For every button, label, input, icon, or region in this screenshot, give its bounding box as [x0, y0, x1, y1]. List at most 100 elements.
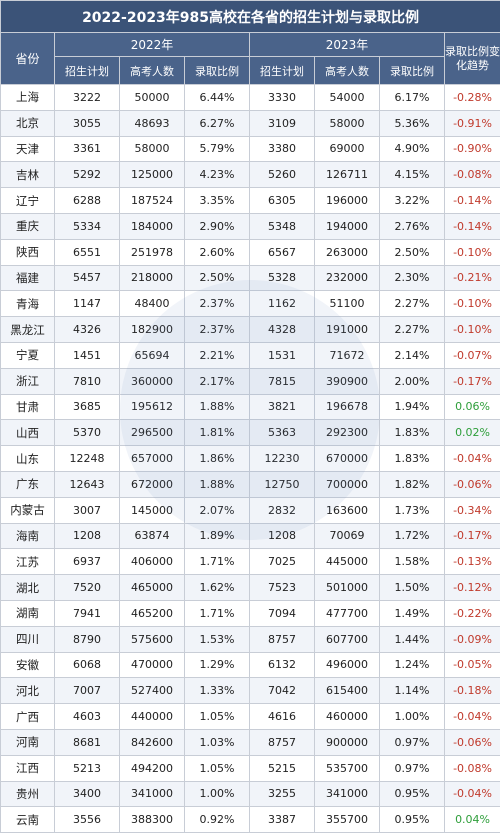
ratio-2022-cell: 2.17% — [185, 368, 250, 394]
ratio-2023-cell: 1.72% — [380, 523, 445, 549]
ratio-2022-cell: 1.86% — [185, 446, 250, 472]
trend-cell: -0.91% — [445, 110, 500, 136]
candidates-2022-cell: 251978 — [120, 239, 185, 265]
plan-2023-cell: 3255 — [250, 781, 315, 807]
candidates-2023-cell: 496000 — [315, 652, 380, 678]
plan-2023-cell: 6567 — [250, 239, 315, 265]
trend-cell: -0.14% — [445, 213, 500, 239]
province-cell: 宁夏 — [1, 342, 55, 368]
plan-2023-cell: 7815 — [250, 368, 315, 394]
trend-cell: -0.08% — [445, 755, 500, 781]
plan-2022-cell: 3685 — [55, 394, 120, 420]
ratio-2022-cell: 4.23% — [185, 162, 250, 188]
trend-cell: -0.10% — [445, 317, 500, 343]
plan-2022-cell: 6551 — [55, 239, 120, 265]
plan-2023-cell: 7042 — [250, 678, 315, 704]
trend-cell: -0.14% — [445, 188, 500, 214]
plan-2023-cell: 3109 — [250, 110, 315, 136]
ratio-2022-cell: 1.62% — [185, 575, 250, 601]
plan-2023-cell: 3387 — [250, 807, 315, 833]
ratio-2022-cell: 1.53% — [185, 626, 250, 652]
ratio-2023-cell: 2.76% — [380, 213, 445, 239]
plan-2023-cell: 8757 — [250, 626, 315, 652]
plan-2022-cell: 4603 — [55, 704, 120, 730]
candidates-2023-cell: 341000 — [315, 781, 380, 807]
candidates-2023-cell: 196000 — [315, 188, 380, 214]
candidates-2023-cell: 477700 — [315, 600, 380, 626]
plan-2022-cell: 8681 — [55, 729, 120, 755]
ratio-2022-cell: 1.33% — [185, 678, 250, 704]
ratio-2023-cell: 1.50% — [380, 575, 445, 601]
candidates-2023-cell: 700000 — [315, 471, 380, 497]
plan-2023-cell: 1208 — [250, 523, 315, 549]
header-trend: 录取比例变化趋势 — [445, 33, 500, 85]
candidates-2022-cell: 48693 — [120, 110, 185, 136]
ratio-2023-cell: 2.27% — [380, 291, 445, 317]
candidates-2022-cell: 145000 — [120, 497, 185, 523]
ratio-2022-cell: 1.29% — [185, 652, 250, 678]
province-cell: 福建 — [1, 265, 55, 291]
province-cell: 海南 — [1, 523, 55, 549]
province-cell: 浙江 — [1, 368, 55, 394]
ratio-2022-cell: 6.27% — [185, 110, 250, 136]
province-cell: 甘肃 — [1, 394, 55, 420]
candidates-2022-cell: 50000 — [120, 85, 185, 111]
candidates-2023-cell: 58000 — [315, 110, 380, 136]
ratio-2022-cell: 1.71% — [185, 549, 250, 575]
trend-cell: -0.18% — [445, 678, 500, 704]
candidates-2023-cell: 501000 — [315, 575, 380, 601]
trend-cell: -0.04% — [445, 781, 500, 807]
candidates-2023-cell: 51100 — [315, 291, 380, 317]
candidates-2022-cell: 440000 — [120, 704, 185, 730]
province-cell: 陕西 — [1, 239, 55, 265]
province-cell: 河北 — [1, 678, 55, 704]
plan-2023-cell: 6132 — [250, 652, 315, 678]
ratio-2023-cell: 1.49% — [380, 600, 445, 626]
candidates-2022-cell: 657000 — [120, 446, 185, 472]
candidates-2022-cell: 842600 — [120, 729, 185, 755]
ratio-2022-cell: 2.50% — [185, 265, 250, 291]
candidates-2023-cell: 54000 — [315, 85, 380, 111]
trend-cell: -0.13% — [445, 549, 500, 575]
ratio-2023-cell: 1.58% — [380, 549, 445, 575]
province-cell: 内蒙古 — [1, 497, 55, 523]
plan-2022-cell: 7007 — [55, 678, 120, 704]
ratio-2022-cell: 1.03% — [185, 729, 250, 755]
header-year-2023: 2023年 — [250, 33, 445, 57]
ratio-2022-cell: 3.35% — [185, 188, 250, 214]
trend-cell: -0.08% — [445, 162, 500, 188]
candidates-2023-cell: 292300 — [315, 420, 380, 446]
ratio-2022-cell: 2.37% — [185, 291, 250, 317]
plan-2023-cell: 7094 — [250, 600, 315, 626]
trend-cell: -0.17% — [445, 368, 500, 394]
candidates-2022-cell: 575600 — [120, 626, 185, 652]
candidates-2023-cell: 390900 — [315, 368, 380, 394]
plan-2023-cell: 12750 — [250, 471, 315, 497]
candidates-2022-cell: 58000 — [120, 136, 185, 162]
candidates-2022-cell: 125000 — [120, 162, 185, 188]
province-cell: 广东 — [1, 471, 55, 497]
candidates-2023-cell: 70069 — [315, 523, 380, 549]
plan-2022-cell: 6068 — [55, 652, 120, 678]
trend-cell: -0.22% — [445, 600, 500, 626]
ratio-2023-cell: 2.50% — [380, 239, 445, 265]
ratio-2023-cell: 0.97% — [380, 729, 445, 755]
candidates-2022-cell: 388300 — [120, 807, 185, 833]
header-candidates-2022: 高考人数 — [120, 57, 185, 85]
province-cell: 广西 — [1, 704, 55, 730]
header-plan-2022: 招生计划 — [55, 57, 120, 85]
plan-2022-cell: 3055 — [55, 110, 120, 136]
ratio-2022-cell: 0.92% — [185, 807, 250, 833]
ratio-2023-cell: 0.97% — [380, 755, 445, 781]
ratio-2023-cell: 5.36% — [380, 110, 445, 136]
